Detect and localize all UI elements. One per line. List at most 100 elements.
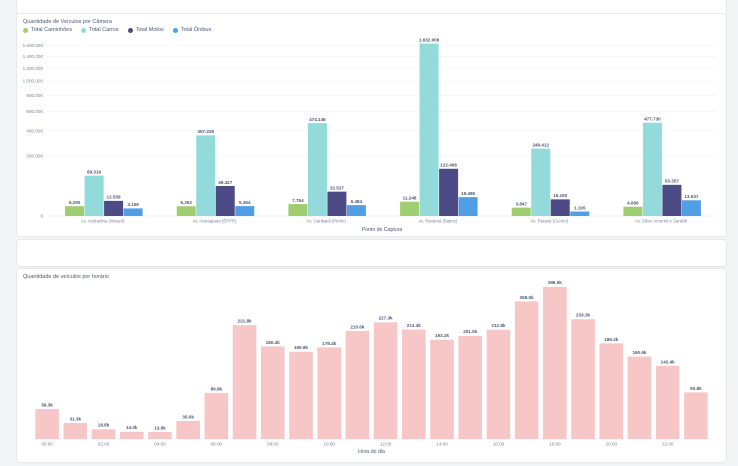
data-label: 49.427: [218, 180, 232, 185]
data-label: 12.559: [107, 195, 121, 200]
vehicles-by-hour-card: Quantidade de veículos por horário 58.3k…: [17, 269, 726, 462]
bar: [400, 201, 420, 216]
data-label: 19.485: [461, 191, 475, 196]
bar: [543, 286, 567, 439]
bar: [662, 184, 682, 216]
bar: [373, 322, 398, 439]
bar: [84, 175, 104, 216]
bar: [119, 431, 144, 439]
y-tick-label: 800.000: [26, 93, 43, 98]
chart-title[interactable]: Quantidade de Veículos por Câmera: [23, 19, 112, 25]
data-label: 5.364: [239, 200, 251, 205]
bar: [627, 356, 652, 439]
bar: [196, 135, 216, 216]
bar: [684, 392, 708, 439]
x-tick-label: Av. Garibaldi (Pinho): [307, 219, 347, 224]
legend-item-caminhoes[interactable]: Total Caminhões: [23, 27, 72, 33]
legend: Total Caminhões Total Carros Total Motos…: [23, 27, 211, 33]
legend-label: Total Motos: [135, 27, 164, 33]
bar: [419, 43, 439, 217]
data-label: 160.6k: [632, 350, 646, 355]
spacer-card: [17, 240, 726, 266]
y-tick-label: 400.000: [26, 128, 43, 133]
legend-item-carros[interactable]: Total Carros: [80, 27, 119, 33]
data-label: 6.484: [351, 199, 363, 204]
data-label: 4.696: [627, 201, 639, 206]
bar: [511, 207, 531, 216]
bar: [439, 168, 459, 216]
bar: [104, 200, 124, 216]
y-tick-label: 1.200.000: [23, 66, 44, 71]
data-label: 210.6k: [350, 324, 364, 329]
bar: [307, 123, 327, 216]
legend-label: Total Caminhões: [31, 27, 72, 33]
data-label: 5.262: [181, 200, 193, 205]
x-tick-label: 08:00: [267, 442, 279, 447]
x-tick-label: 02:00: [98, 442, 110, 447]
bar: [514, 301, 539, 439]
data-label: 268.0k: [520, 295, 534, 300]
x-tick-label: 06:00: [211, 442, 223, 447]
x-tick-label: Av. Araraquara (EPPR): [192, 219, 237, 224]
chart-title[interactable]: Quantidade de veículos por horário: [23, 274, 109, 280]
bar: [215, 185, 235, 216]
x-tick-label: 10:00: [323, 442, 335, 447]
data-label: 18.8k: [98, 423, 110, 428]
bar: [599, 343, 624, 439]
legend-item-motos[interactable]: Total Motos: [127, 27, 164, 33]
bar: [65, 206, 85, 216]
legend-label: Total Ônibus: [180, 27, 212, 33]
data-label: 142.4k: [661, 359, 675, 364]
bar: [176, 421, 200, 439]
bar: [327, 191, 347, 216]
bar: [681, 200, 701, 216]
bar: [148, 431, 172, 439]
x-tick-label: 00:00: [41, 442, 53, 447]
x-tick-label: 04:00: [154, 442, 166, 447]
y-tick-label: 0: [40, 214, 43, 219]
bar: [317, 347, 341, 439]
data-label: 35.0k: [182, 414, 194, 419]
legend-dot-motos: [127, 27, 133, 33]
bar: [486, 329, 511, 439]
data-label: 7.754: [292, 198, 304, 203]
x-tick-label: Av. Sílvio Amorim e Sardelli: [635, 219, 687, 224]
data-label: 357.226: [197, 129, 214, 134]
data-label: 1.105: [574, 205, 586, 210]
legend-dot-onibus: [172, 27, 178, 33]
data-label: 89.8k: [211, 386, 223, 391]
y-tick-label: 1.000.000: [23, 79, 44, 84]
bar: [531, 148, 551, 216]
bar: [571, 319, 595, 439]
data-label: 90.8k: [690, 386, 702, 391]
data-label: 233.3k: [576, 313, 590, 318]
bar: [402, 329, 426, 439]
data-label: 201.0k: [463, 329, 477, 334]
x-tick-label: 18:00: [549, 442, 561, 447]
vehicles-by-hour-chart: 58.3k 00:00 31.3k 18.8k 02:00 14.0k 13.9k 04:00…: [33, 280, 710, 455]
bar: [176, 206, 196, 216]
bar: [430, 339, 454, 439]
legend-item-onibus[interactable]: Total Ônibus: [172, 27, 212, 33]
bar: [289, 351, 313, 439]
bar: [642, 122, 662, 216]
data-label: 89.319: [87, 169, 101, 174]
data-label: 227.3k: [379, 316, 393, 321]
bar: [123, 208, 143, 216]
vehicles-by-camera-card: Quantidade de Veículos por Câmera Total …: [17, 14, 726, 236]
bar: [235, 206, 255, 216]
data-label: 31.3k: [70, 416, 82, 421]
data-label: 53.357: [665, 179, 679, 184]
bar: [570, 211, 590, 216]
y-tick-label: 200.000: [26, 153, 43, 158]
data-label: 178.4k: [322, 341, 336, 346]
data-label: 13.537: [684, 194, 698, 199]
y-tick-label: 1.400.000: [23, 54, 44, 59]
x-tick-label: 14:00: [436, 442, 448, 447]
data-label: 221.8k: [238, 319, 252, 324]
data-label: 5.290: [69, 200, 81, 205]
bar: [458, 335, 483, 439]
bar: [204, 392, 229, 439]
bar: [63, 422, 88, 439]
data-label: 213.3k: [407, 323, 421, 328]
